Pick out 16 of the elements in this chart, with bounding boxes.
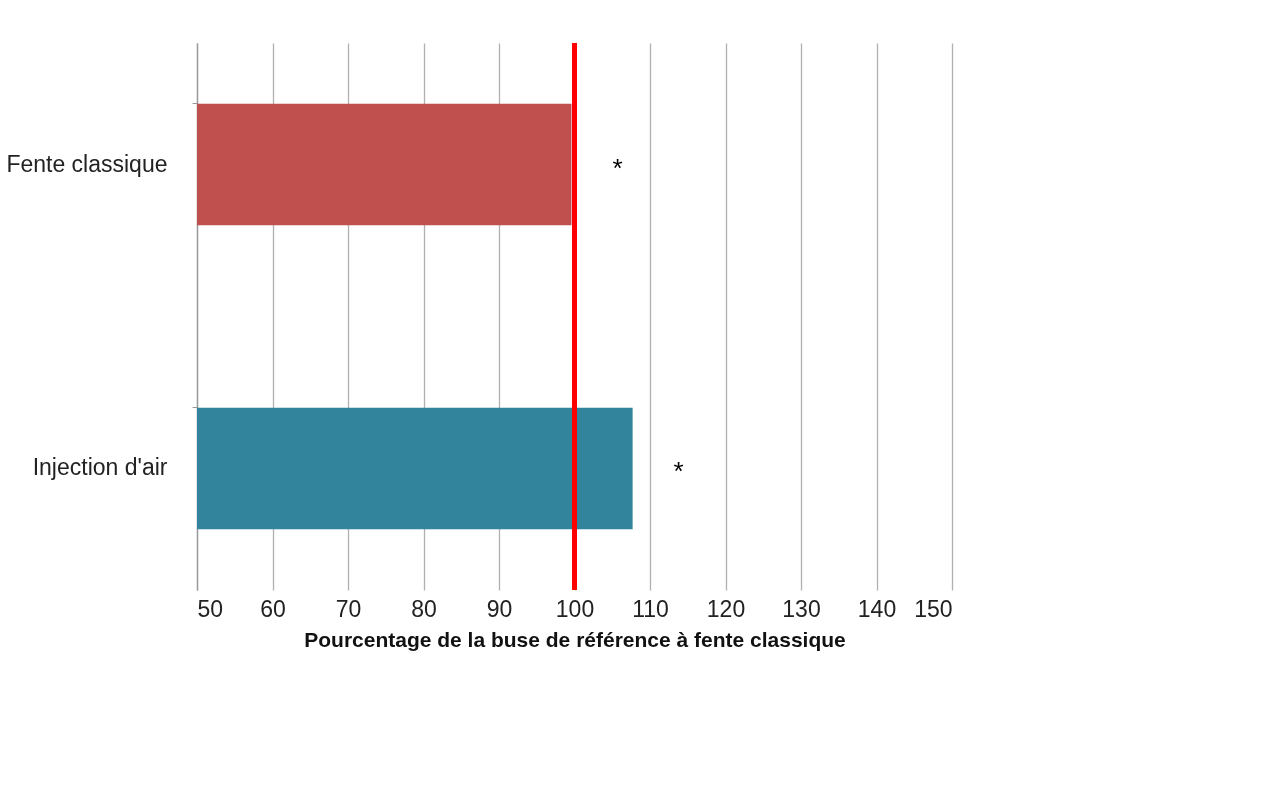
x-tick-label: 110: [632, 595, 669, 622]
x-axis-title: Pourcentage de la buse de référence à fente classique: [304, 627, 846, 651]
x-tick-label: 80: [411, 595, 437, 622]
y-tick-label: Fente classique: [6, 150, 168, 177]
annotation: *: [673, 456, 684, 487]
x-tick-label: 50: [197, 595, 224, 622]
x-tick-label: 70: [335, 595, 362, 622]
y-tick-label: Injection d'air: [32, 454, 168, 481]
x-tick-label: 130: [782, 595, 821, 622]
annotation: *: [612, 152, 623, 183]
x-tick-label: 140: [857, 595, 897, 622]
x-tick-label: 150: [914, 595, 953, 622]
x-tick-label: 120: [706, 595, 746, 622]
x-tick-label: 100: [555, 595, 595, 622]
x-tick-label: 60: [260, 595, 286, 622]
x-tick-label: 90: [486, 595, 513, 622]
